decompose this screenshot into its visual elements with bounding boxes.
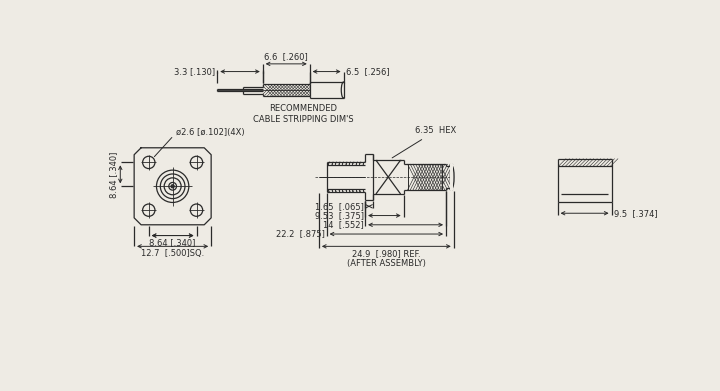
- Text: 22.2  [.875]: 22.2 [.875]: [276, 230, 325, 239]
- Text: 24.9  [.980] REF.
(AFTER ASSEMBLY): 24.9 [.980] REF. (AFTER ASSEMBLY): [347, 249, 426, 268]
- Text: RECOMMENDED
CABLE STRIPPING DIM'S: RECOMMENDED CABLE STRIPPING DIM'S: [253, 104, 354, 124]
- Text: 9.53  [.375]: 9.53 [.375]: [315, 211, 364, 220]
- Text: 3.3 [.130]: 3.3 [.130]: [174, 67, 215, 76]
- Text: 6.35  HEX: 6.35 HEX: [392, 126, 456, 158]
- Text: 14  [.552]: 14 [.552]: [323, 220, 364, 229]
- Bar: [450, 164, 454, 190]
- Text: 9.5  [.374]: 9.5 [.374]: [614, 209, 657, 218]
- Circle shape: [172, 185, 174, 187]
- Text: 1.65  [.065]: 1.65 [.065]: [315, 202, 364, 211]
- Text: ø2.6 [ø.102](4X): ø2.6 [ø.102](4X): [154, 128, 245, 157]
- Text: 8.64 [.340]: 8.64 [.340]: [150, 238, 196, 247]
- Text: 6.6  [.260]: 6.6 [.260]: [264, 52, 308, 61]
- Text: 12.7  [.500]SQ.: 12.7 [.500]SQ.: [141, 249, 204, 258]
- Text: 8.64 [.340]: 8.64 [.340]: [109, 151, 118, 197]
- Text: 6.5  [.256]: 6.5 [.256]: [346, 67, 390, 76]
- Bar: [343, 81, 351, 99]
